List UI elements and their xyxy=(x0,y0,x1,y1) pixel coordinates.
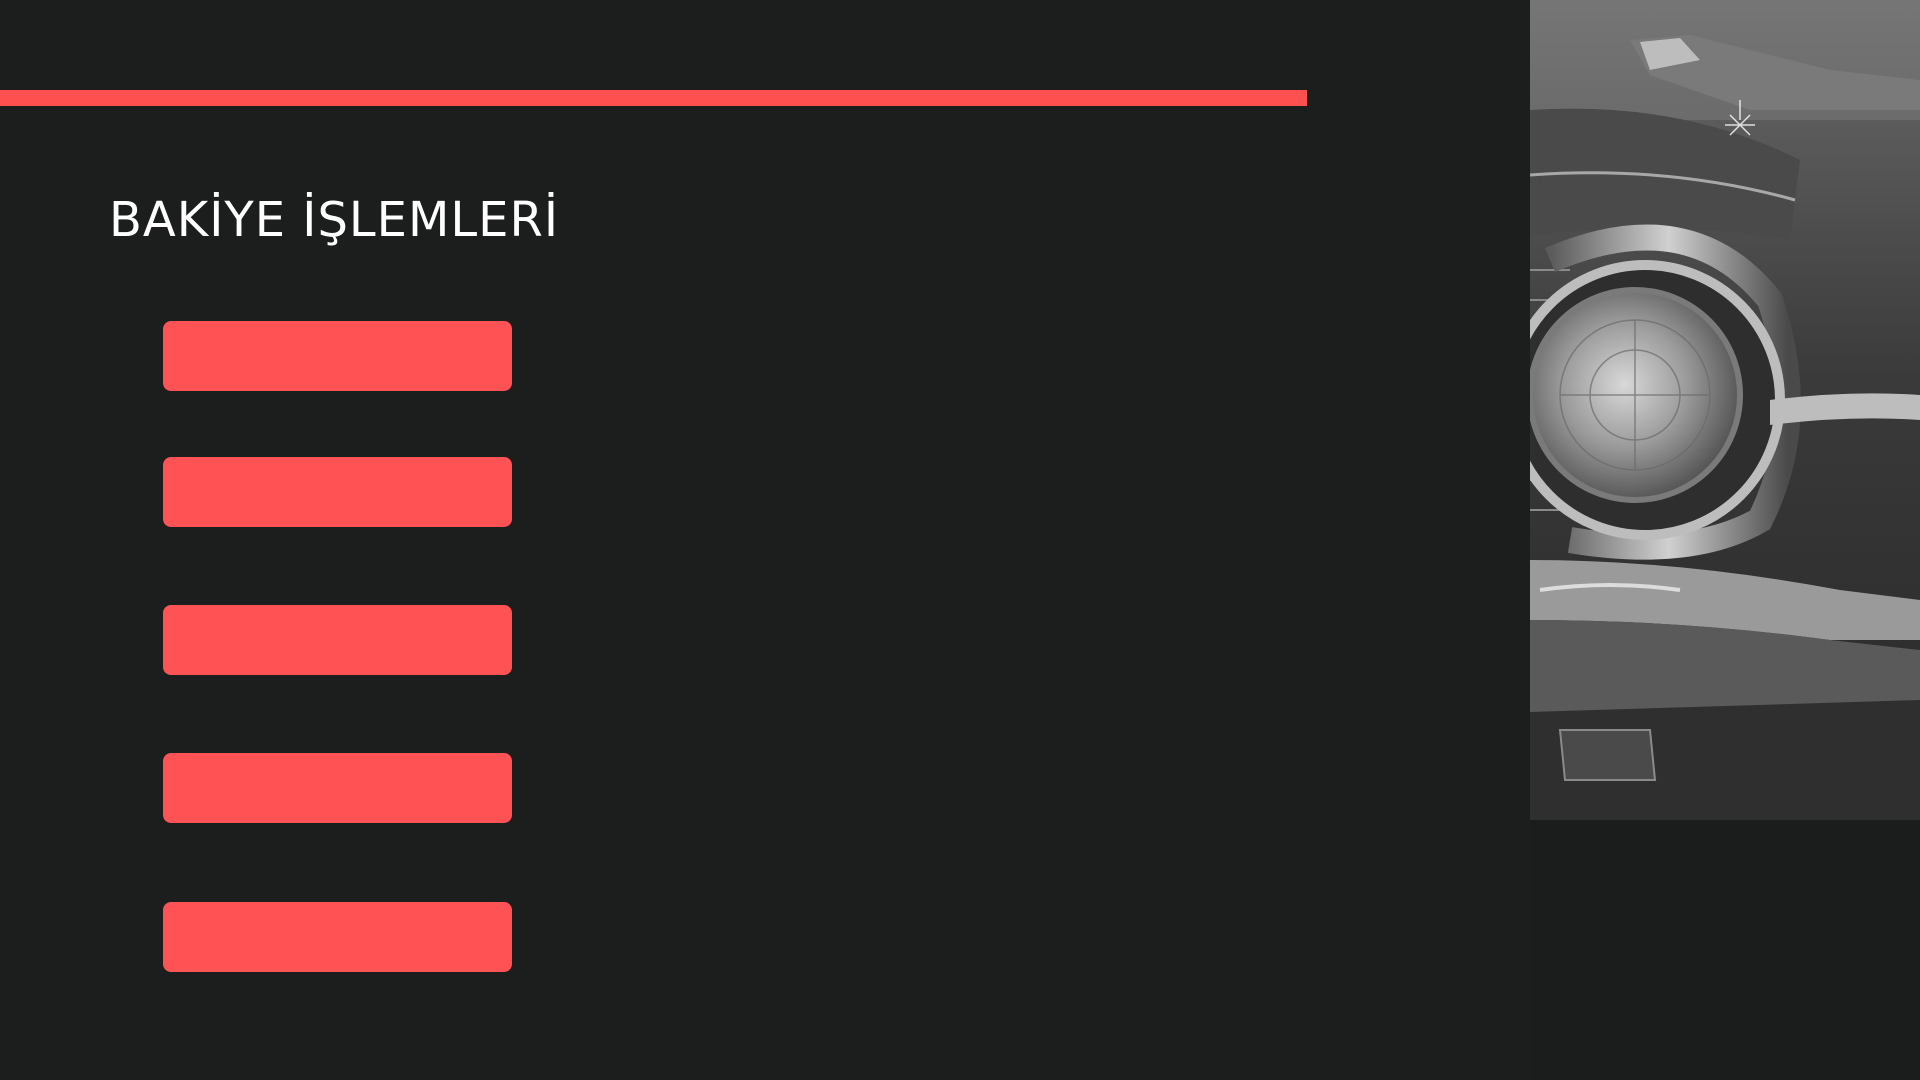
menu-button-5[interactable] xyxy=(163,902,512,972)
car-headlight-illustration xyxy=(1530,0,1920,1080)
menu-button-4[interactable] xyxy=(163,753,512,823)
menu-button-3[interactable] xyxy=(163,605,512,675)
menu-button-2[interactable] xyxy=(163,457,512,527)
menu-button-1[interactable] xyxy=(163,321,512,391)
page-title: BAKİYE İŞLEMLERİ xyxy=(109,192,559,248)
car-headlight-image xyxy=(1530,0,1920,1080)
accent-bar xyxy=(0,90,1307,106)
